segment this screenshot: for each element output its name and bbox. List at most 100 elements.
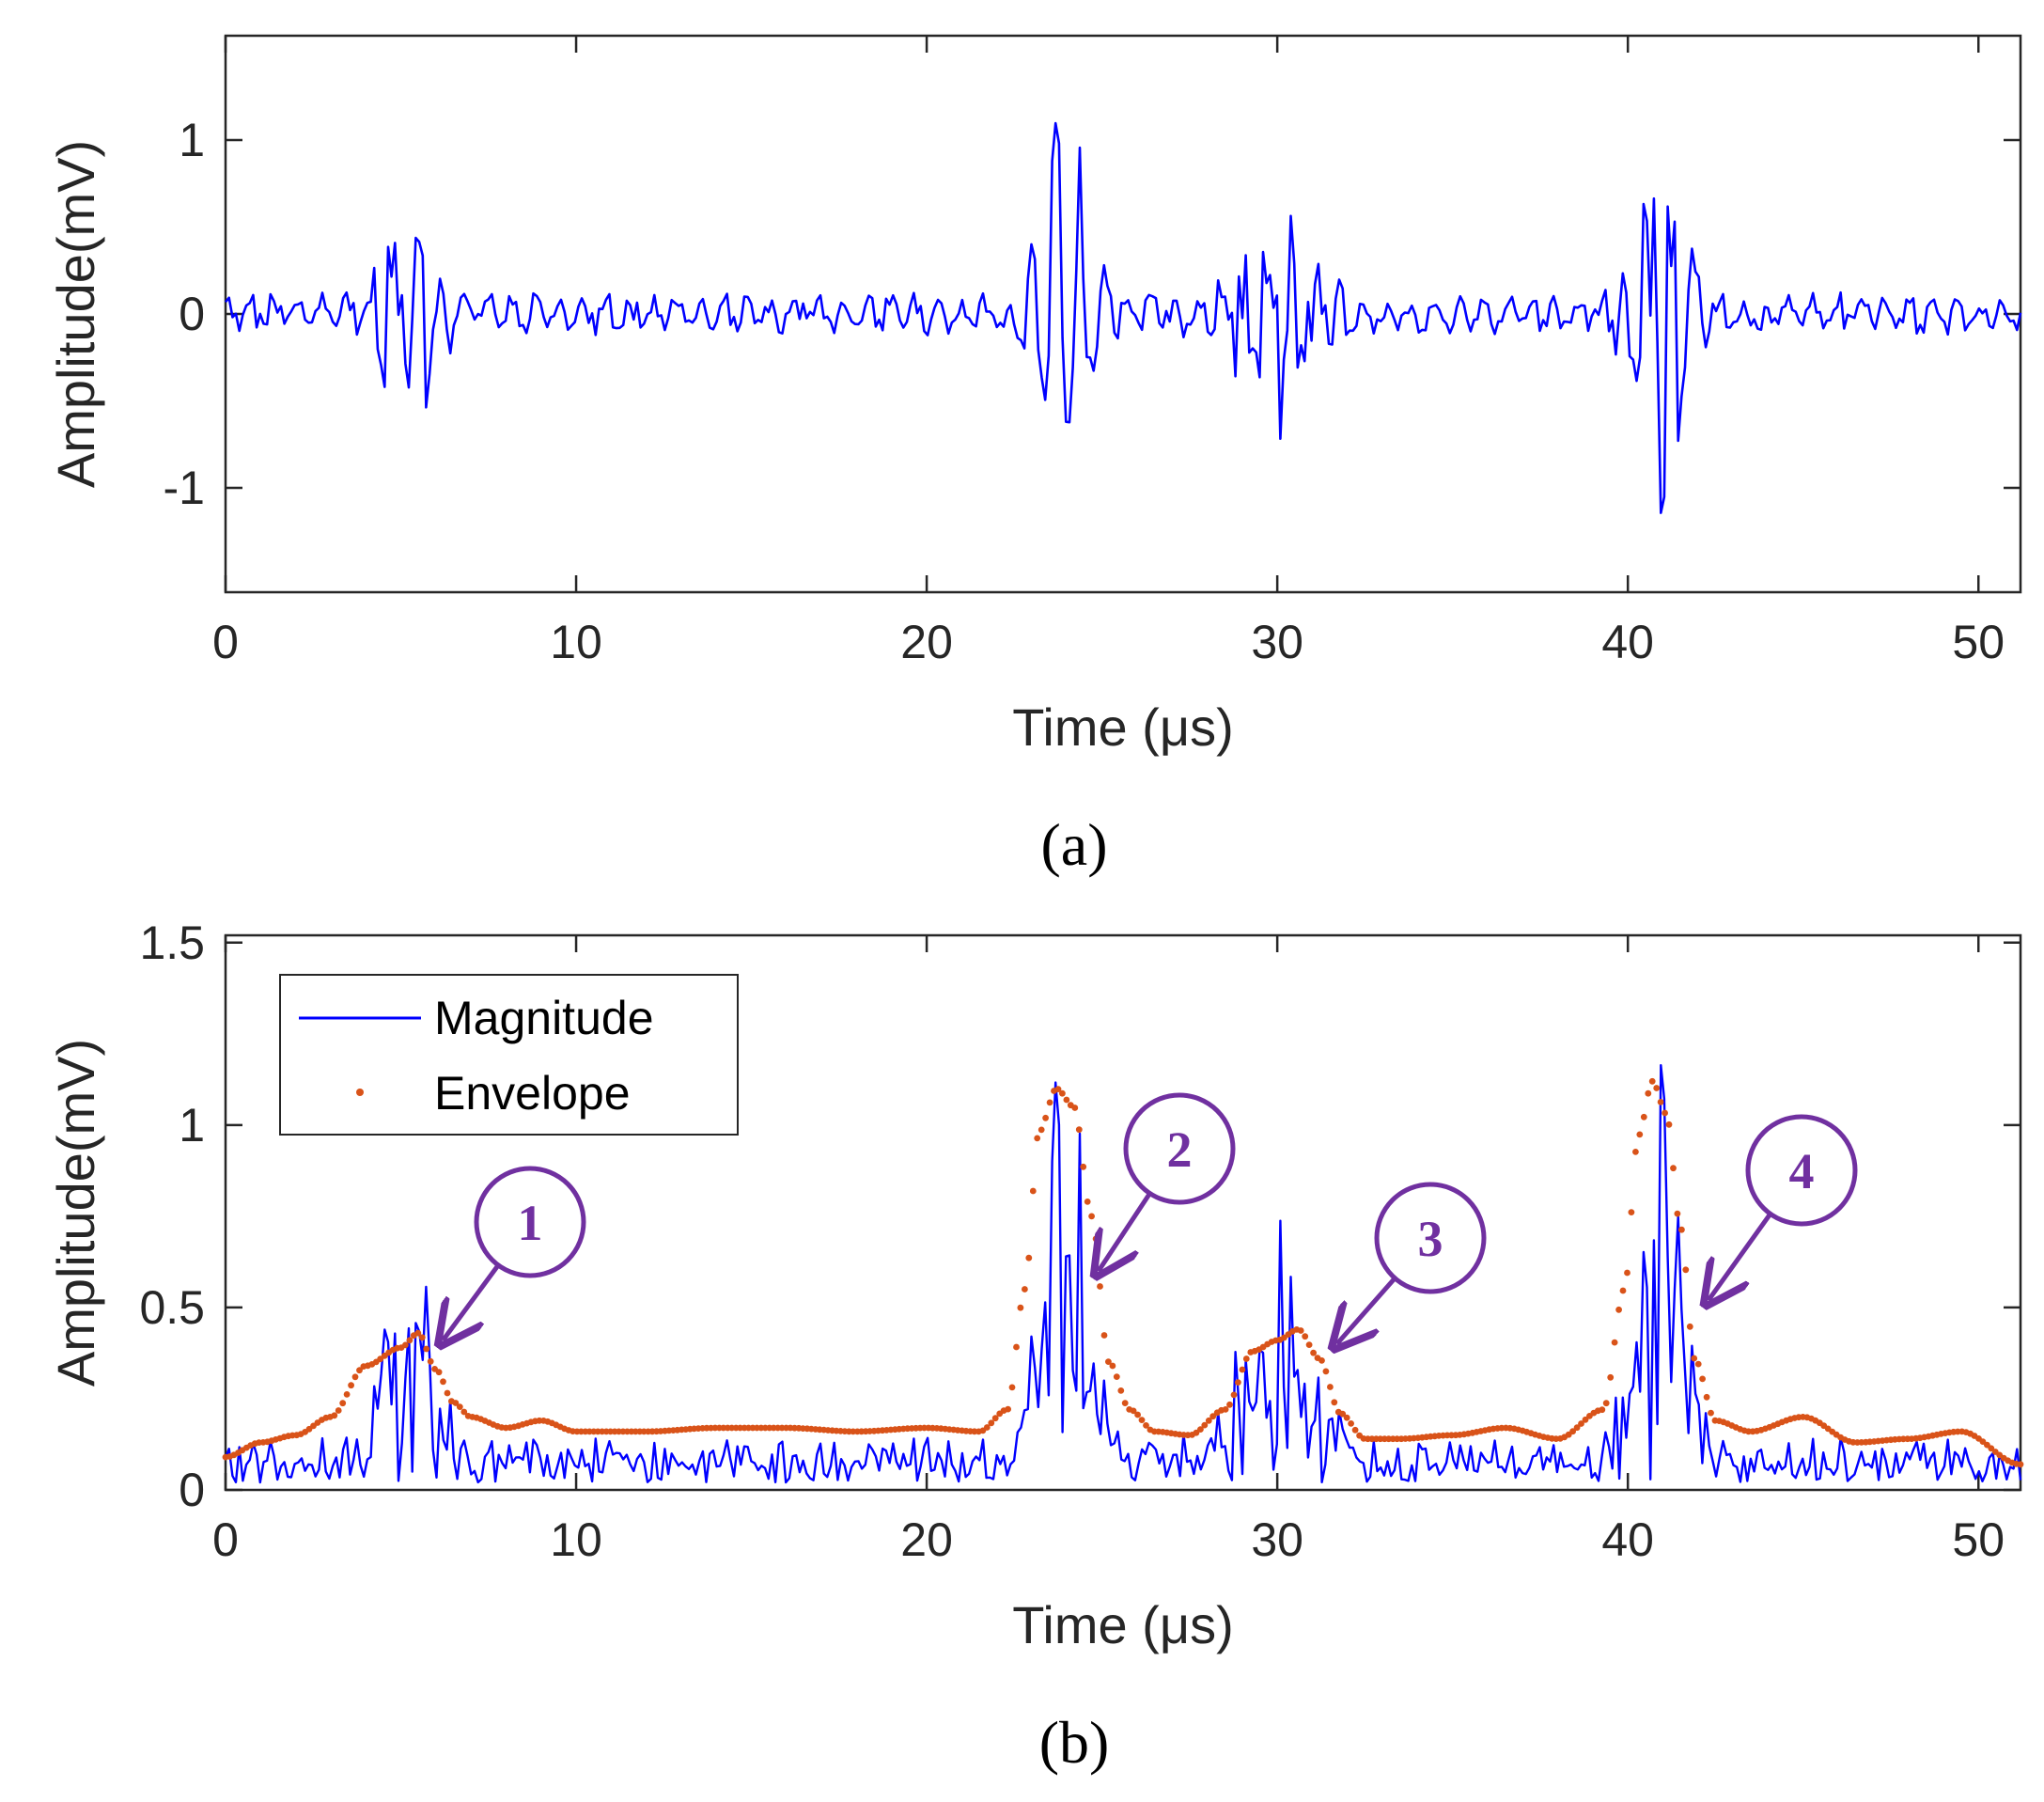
envelope-point: [1008, 1384, 1016, 1391]
envelope-point: [1699, 1375, 1706, 1383]
x-axis-label-b: Time (μs): [1012, 1595, 1233, 1654]
envelope-point: [1201, 1421, 1209, 1429]
envelope-point: [1029, 1187, 1037, 1195]
envelope-point: [1611, 1339, 1618, 1346]
envelope-point: [1348, 1420, 1354, 1427]
envelope-point: [435, 1369, 443, 1376]
y-tick-label: 1: [179, 114, 205, 166]
envelope-point: [1209, 1413, 1217, 1420]
envelope-point: [1686, 1323, 1693, 1330]
tick-labels-b: 0 10 20 30 40 50 0 0.5 1 1.5: [139, 917, 2005, 1566]
envelope-point: [1327, 1384, 1334, 1390]
y-tick-label: 1.5: [139, 917, 205, 969]
callout-number: 3: [1418, 1211, 1443, 1267]
envelope-point: [351, 1373, 359, 1381]
y-tick-label: -1: [164, 462, 205, 514]
envelope-point: [1703, 1393, 1710, 1401]
envelope-point: [1305, 1341, 1313, 1348]
envelope-point: [1117, 1387, 1125, 1394]
envelope-point: [1694, 1360, 1702, 1368]
envelope-point: [1121, 1400, 1129, 1406]
legend-envelope-swatch: [356, 1089, 364, 1096]
envelope-point: [339, 1400, 347, 1407]
envelope-point: [1343, 1414, 1350, 1421]
signal-line: [224, 121, 2022, 514]
envelope-point: [991, 1415, 999, 1422]
envelope-point: [1302, 1333, 1309, 1340]
envelope-point: [1708, 1409, 1714, 1417]
panel-b: 0 10 20 30 40 50 0 0.5 1 1.5 1 2 3 4 Magnitude Envel…: [46, 917, 2024, 1776]
x-tick-label: 50: [1952, 1513, 2005, 1566]
envelope-point: [1113, 1373, 1120, 1380]
envelope-point: [456, 1403, 463, 1410]
callout-circle: [474, 1166, 586, 1278]
envelope-point: [1670, 1165, 1677, 1172]
axes-frame-b: [224, 933, 2022, 1492]
envelope-point: [1678, 1226, 1685, 1233]
legend-envelope-label: Envelope: [434, 1067, 631, 1120]
callout-arrow: [1337, 1277, 1397, 1344]
envelope-point: [1578, 1420, 1584, 1427]
envelope-point: [1138, 1417, 1146, 1423]
envelope-point: [1665, 1120, 1673, 1128]
callout-arrow: [1709, 1212, 1772, 1300]
envelope-point: [1075, 1126, 1083, 1134]
envelope-point: [1653, 1085, 1661, 1091]
envelope-point: [1331, 1399, 1338, 1406]
legend-box: [279, 974, 739, 1136]
x-tick-label: 10: [550, 616, 602, 668]
tick-labels-a: 0 10 20 30 40 50 -1 0 1: [164, 114, 2005, 668]
envelope-point: [427, 1357, 434, 1365]
envelope-point: [1105, 1358, 1112, 1365]
y-tick-label: 0: [179, 288, 205, 340]
envelope-point: [1071, 1105, 1079, 1111]
envelope-point: [1648, 1077, 1656, 1085]
callout-circle: [1123, 1092, 1236, 1205]
envelope-point: [335, 1407, 342, 1414]
y-tick-label: 0.5: [139, 1281, 205, 1334]
legend-magnitude-label: Magnitude: [434, 992, 654, 1044]
envelope-point: [1013, 1343, 1020, 1351]
envelope-point: [1619, 1287, 1627, 1294]
envelope-point: [1297, 1327, 1304, 1334]
envelope-point: [1054, 1086, 1062, 1092]
envelope-point: [1674, 1210, 1681, 1217]
x-tick-label: 0: [212, 616, 239, 668]
envelope-point: [2017, 1461, 2024, 1468]
envelope-point: [1143, 1422, 1149, 1429]
callout-arrow: [443, 1263, 501, 1340]
envelope-point: [1005, 1405, 1011, 1413]
envelope-point: [1624, 1269, 1631, 1277]
envelope-point: [1599, 1406, 1606, 1414]
envelope-point: [1025, 1254, 1033, 1261]
subfigure-label-a: (a): [1040, 811, 1107, 878]
envelope-point: [1046, 1099, 1053, 1106]
magnitude-line: [224, 1064, 2022, 1484]
envelope-point: [460, 1408, 468, 1416]
y-tick-label: 1: [179, 1099, 205, 1152]
envelope-point: [1628, 1209, 1635, 1215]
callouts-b: 1 2 3 4: [443, 1092, 1858, 1344]
callout-circle: [1374, 1182, 1487, 1294]
x-tick-label: 0: [212, 1513, 239, 1566]
envelope-point: [1351, 1426, 1359, 1434]
envelope-point: [1582, 1416, 1589, 1423]
envelope-point: [1569, 1428, 1576, 1435]
x-tick-label: 50: [1952, 616, 2005, 668]
x-tick-label: 10: [550, 1513, 602, 1566]
x-tick-label: 40: [1601, 616, 1654, 668]
y-tick-label: 0: [179, 1464, 205, 1516]
callout-number: 4: [1789, 1143, 1815, 1199]
callout-number: 2: [1167, 1121, 1193, 1178]
x-tick-label: 40: [1601, 1513, 1654, 1566]
magnitude-envelope-plot-b: [222, 1064, 2024, 1484]
envelope-point: [1080, 1163, 1087, 1170]
envelope-point: [1682, 1266, 1690, 1274]
y-axis-label-b: Amplitude(mV): [46, 1039, 105, 1387]
envelope-point: [348, 1382, 354, 1389]
envelope-point: [1022, 1286, 1028, 1293]
envelope-point: [1636, 1131, 1644, 1138]
envelope-point: [1602, 1400, 1610, 1407]
x-tick-label: 30: [1251, 1513, 1303, 1566]
